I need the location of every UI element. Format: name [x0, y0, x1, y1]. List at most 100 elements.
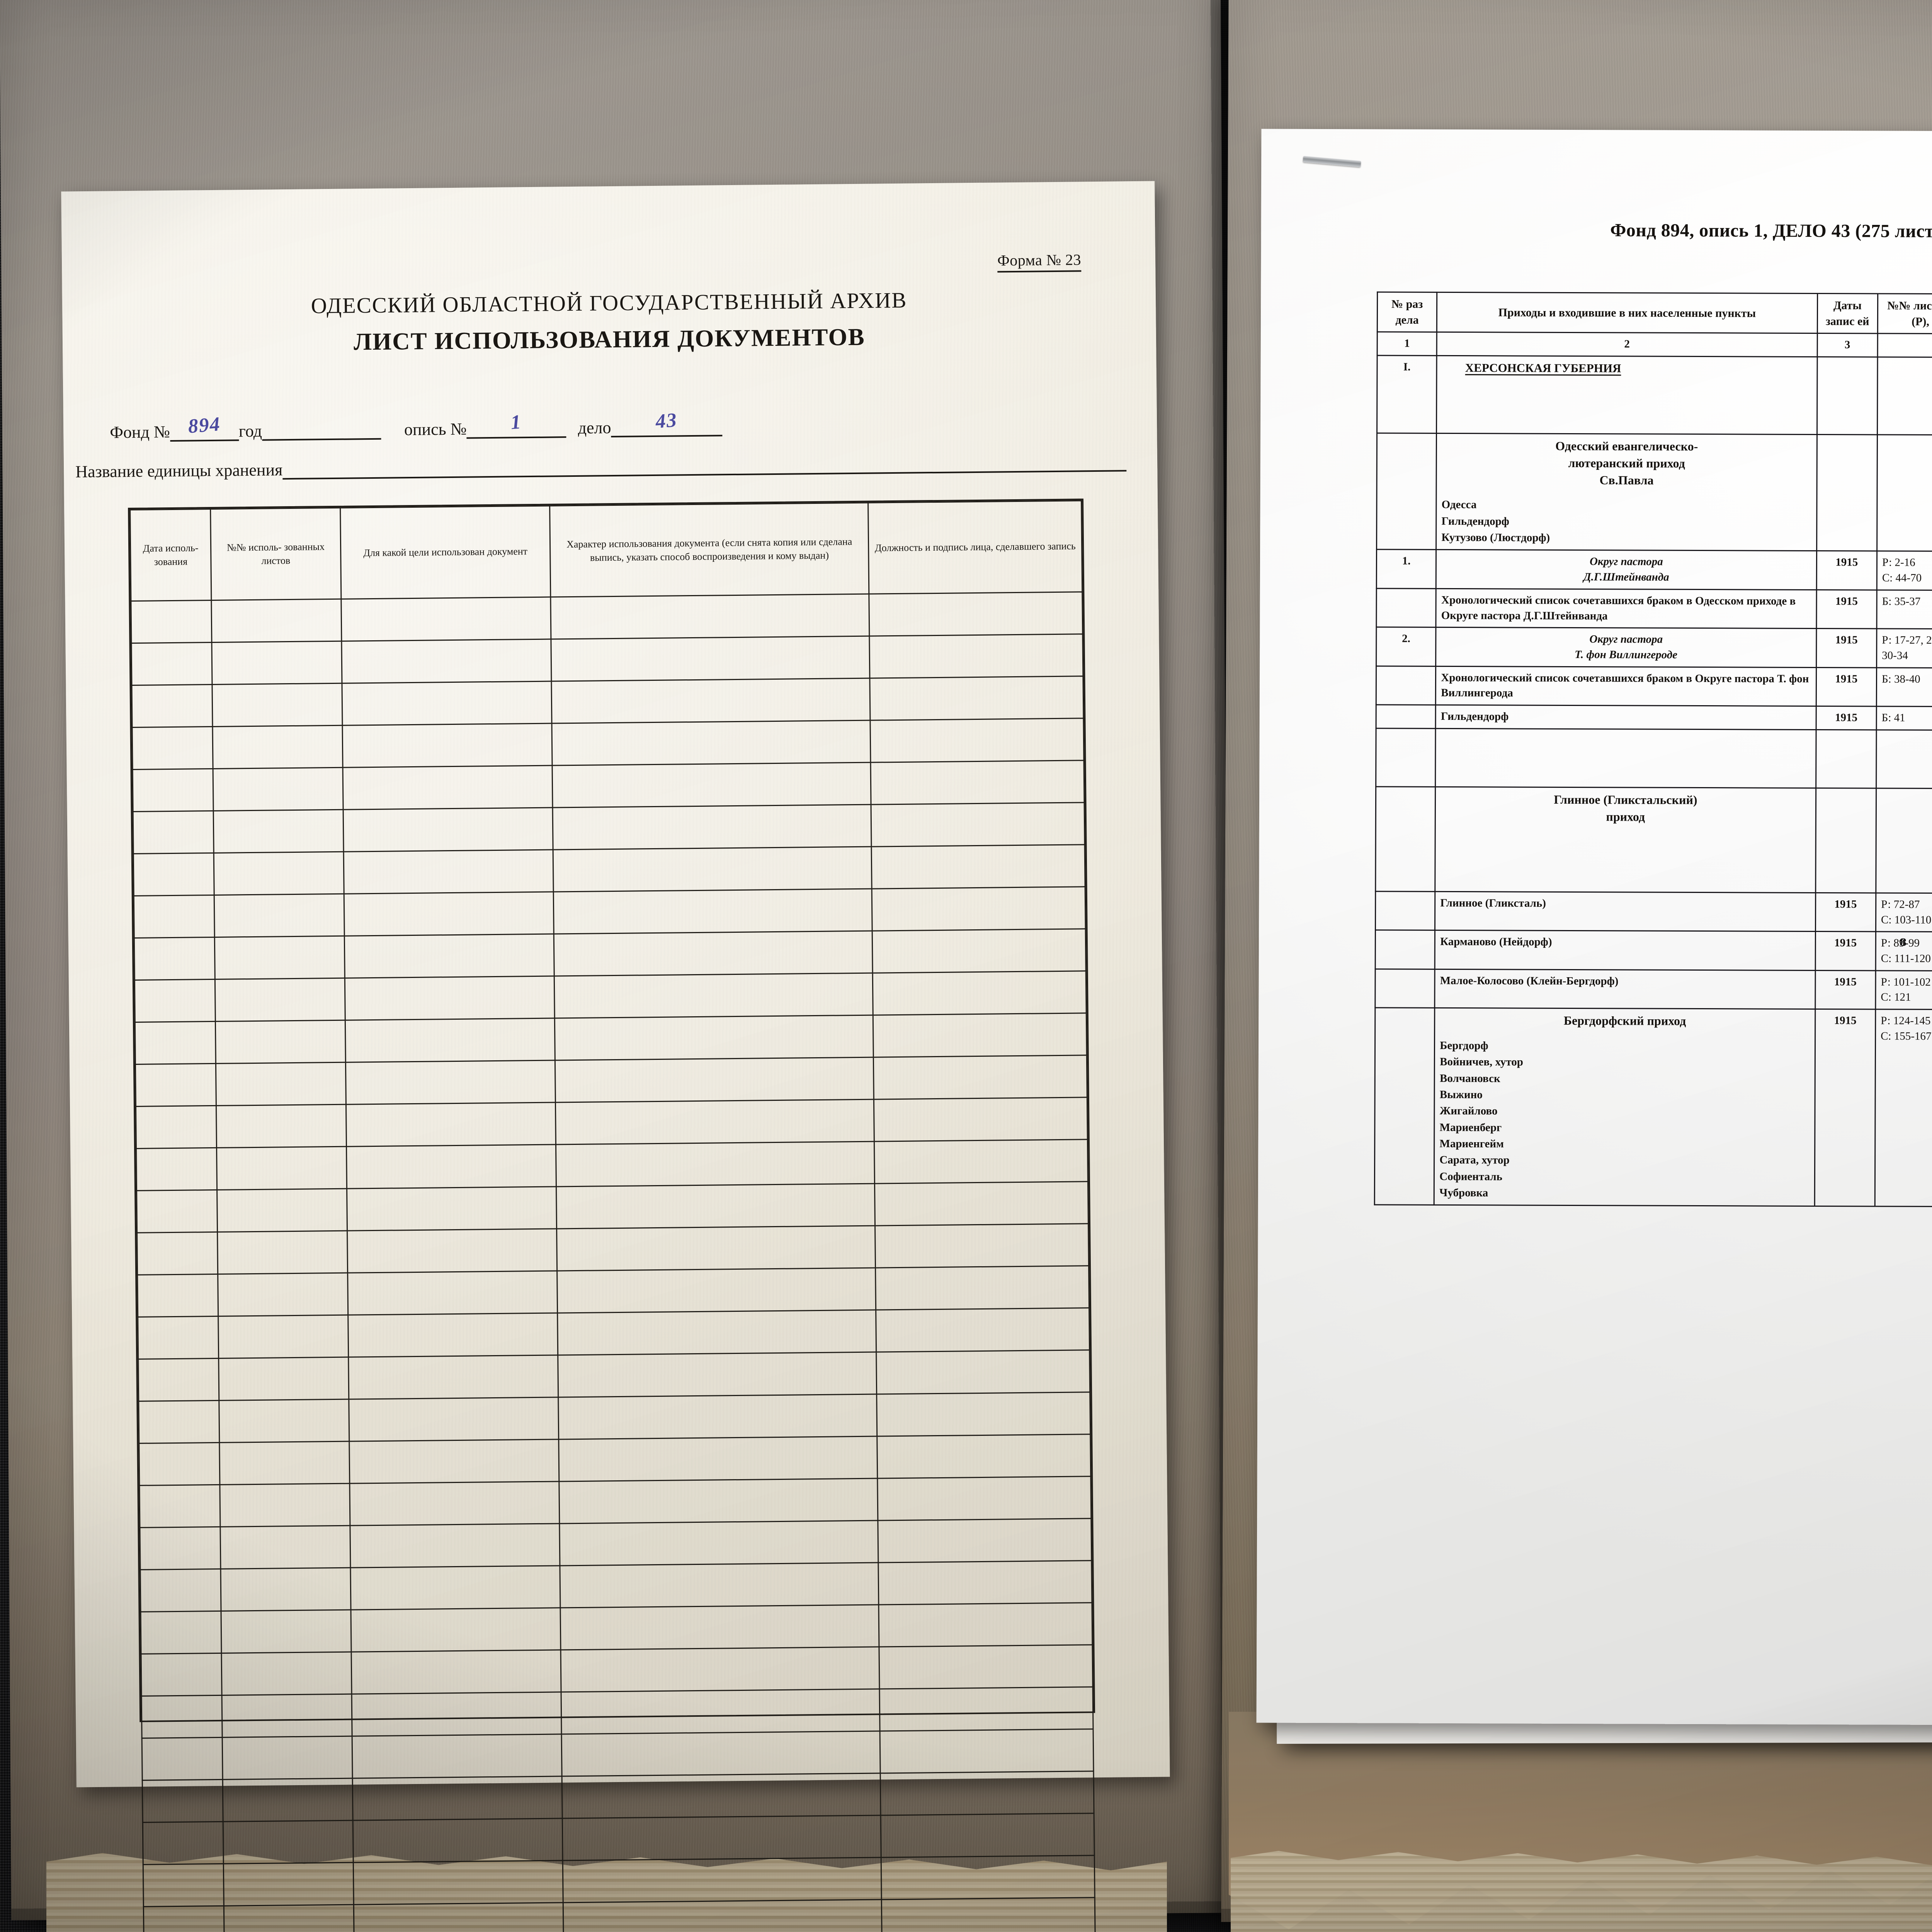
table-cell[interactable] [560, 1520, 878, 1566]
table-cell[interactable] [869, 592, 1083, 636]
table-cell[interactable] [561, 1731, 880, 1776]
table-cell[interactable] [222, 1736, 352, 1779]
table-cell[interactable] [563, 1857, 881, 1903]
table-cell[interactable] [346, 1102, 556, 1146]
table-cell[interactable] [558, 1394, 877, 1439]
table-cell[interactable] [880, 1771, 1094, 1815]
fond-value[interactable]: 894 [170, 416, 239, 442]
table-cell[interactable] [872, 887, 1085, 931]
table-cell[interactable] [213, 810, 344, 853]
table-cell[interactable] [881, 1813, 1094, 1857]
table-cell[interactable] [558, 1310, 876, 1355]
table-cell[interactable] [132, 726, 213, 769]
table-cell[interactable] [558, 1352, 877, 1397]
table-cell[interactable] [143, 1906, 224, 1932]
table-cell[interactable] [873, 1013, 1087, 1057]
table-cell[interactable] [349, 1355, 558, 1399]
table-cell[interactable] [219, 1357, 349, 1400]
table-cell[interactable] [223, 1778, 353, 1821]
table-cell[interactable] [879, 1687, 1093, 1731]
table-cell[interactable] [223, 1820, 353, 1864]
table-cell[interactable] [342, 639, 551, 683]
table-cell[interactable] [347, 1187, 556, 1231]
table-cell[interactable] [134, 895, 214, 938]
table-cell[interactable] [220, 1526, 350, 1569]
table-cell[interactable] [134, 979, 215, 1022]
table-row[interactable]: Бергдорфский приход Бергдорф Войничев, хут… [1374, 1008, 1932, 1208]
table-cell[interactable] [882, 1898, 1095, 1932]
table-cell[interactable] [346, 1145, 556, 1189]
table-cell[interactable] [343, 808, 553, 852]
table-cell[interactable] [141, 1611, 221, 1654]
table-cell[interactable] [562, 1815, 881, 1861]
table-cell[interactable] [341, 597, 551, 641]
table-row[interactable]: Карманово (Нейдорф) 1915 Р: 89-99 8 С: 111-1… [1375, 930, 1932, 972]
table-cell[interactable] [881, 1855, 1095, 1900]
table-cell[interactable] [555, 1099, 874, 1145]
table-cell[interactable] [137, 1190, 218, 1233]
table-cell[interactable] [349, 1397, 559, 1441]
table-cell[interactable] [559, 1436, 878, 1481]
table-cell[interactable] [879, 1645, 1093, 1689]
table-row[interactable]: I. ХЕРСОНСКАЯ ГУБЕРНИЯ [1377, 355, 1932, 436]
table-cell[interactable] [342, 681, 552, 725]
table-cell[interactable] [554, 931, 872, 976]
table-cell[interactable] [342, 723, 552, 767]
table-cell[interactable] [353, 1818, 563, 1862]
table-cell[interactable] [553, 889, 872, 934]
table-cell[interactable] [552, 762, 871, 808]
table-cell[interactable] [140, 1569, 221, 1612]
table-row[interactable]: Хронологический список сочетавшихся брак… [1376, 666, 1932, 708]
table-row[interactable]: Малое-Колосово (Клейн-Бергдорф) 1915 Р: 10… [1375, 969, 1932, 1011]
table-cell[interactable] [350, 1524, 560, 1568]
table-cell[interactable] [354, 1903, 563, 1932]
table-cell[interactable] [870, 676, 1083, 720]
table-cell[interactable] [136, 1105, 216, 1148]
table-cell[interactable] [878, 1476, 1091, 1520]
table-cell[interactable] [551, 594, 869, 639]
table-cell[interactable] [216, 1062, 346, 1105]
table-cell[interactable] [131, 642, 212, 685]
table-cell[interactable] [212, 683, 342, 726]
table-cell[interactable] [223, 1862, 354, 1906]
table-cell[interactable] [133, 769, 213, 811]
table-row[interactable]: Одесский евангелическо-лютеранский прихо… [1377, 433, 1932, 553]
opis-value[interactable]: 1 [466, 413, 566, 439]
table-row[interactable]: Глинное (Гликстальский) приход [1376, 787, 1932, 894]
table-cell[interactable] [876, 1266, 1089, 1310]
table-cell[interactable] [220, 1483, 350, 1527]
table-cell[interactable] [875, 1224, 1089, 1268]
table-row[interactable]: Хронологический список сочетавшихся брак… [1376, 588, 1932, 630]
table-cell[interactable] [350, 1481, 560, 1526]
table-cell[interactable] [553, 804, 871, 850]
table-cell[interactable] [142, 1737, 223, 1780]
table-cell[interactable] [133, 853, 214, 896]
table-cell[interactable] [141, 1653, 222, 1696]
table-cell[interactable] [219, 1441, 350, 1485]
table-cell[interactable] [142, 1779, 223, 1822]
table-cell[interactable] [880, 1729, 1094, 1773]
table-cell[interactable] [876, 1350, 1090, 1394]
table-cell[interactable] [137, 1232, 218, 1275]
table-cell[interactable] [556, 1184, 875, 1229]
table-cell[interactable] [345, 1018, 555, 1062]
table-cell[interactable] [135, 1021, 216, 1064]
table-cell[interactable] [877, 1434, 1091, 1478]
table-cell[interactable] [219, 1399, 349, 1442]
table-cell[interactable] [347, 1229, 557, 1273]
table-cell[interactable] [138, 1274, 218, 1317]
table-cell[interactable] [348, 1313, 558, 1357]
table-cell[interactable] [353, 1861, 563, 1905]
table-cell[interactable] [561, 1689, 880, 1734]
table-cell[interactable] [554, 973, 873, 1018]
table-cell[interactable] [214, 852, 344, 895]
table-cell[interactable] [557, 1226, 876, 1271]
table-cell[interactable] [879, 1603, 1092, 1647]
table-cell[interactable] [213, 767, 343, 811]
table-cell[interactable] [212, 641, 342, 684]
table-cell[interactable] [134, 937, 215, 980]
table-cell[interactable] [222, 1694, 352, 1737]
table-cell[interactable] [876, 1308, 1090, 1352]
storage-unit-value[interactable] [282, 469, 1126, 480]
table-cell[interactable] [345, 1060, 555, 1104]
